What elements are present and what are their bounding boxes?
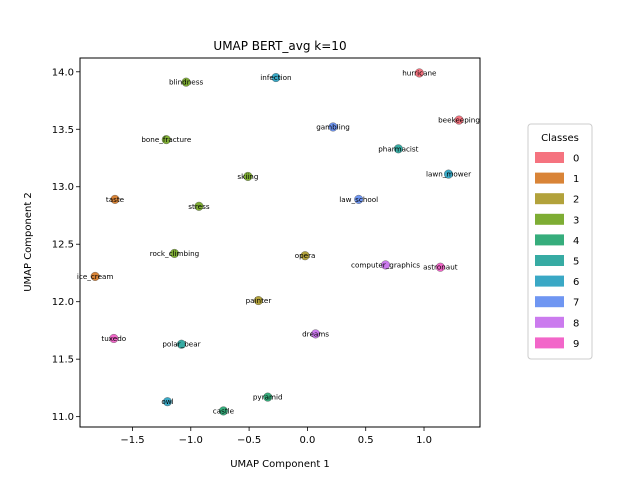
legend-entry-label: 8	[573, 318, 579, 329]
legend-swatch	[535, 152, 564, 163]
data-point-label: painter	[246, 296, 272, 305]
chart-title: UMAP BERT_avg k=10	[213, 39, 346, 53]
data-point	[444, 169, 454, 179]
data-point-label: dreams	[302, 329, 329, 338]
x-axis-title: UMAP Component 1	[230, 459, 330, 470]
data-point-label: blindness	[169, 78, 203, 87]
data-point-label: pharmacist	[378, 144, 418, 153]
data-point	[263, 392, 273, 402]
x-tick-label: 1.0	[416, 435, 432, 446]
data-point	[311, 329, 321, 339]
legend-entry-label: 6	[573, 277, 579, 288]
legend-entry-label: 0	[573, 154, 579, 165]
data-point	[300, 251, 310, 261]
data-point	[169, 248, 179, 258]
data-point	[328, 122, 338, 132]
legend-swatch	[535, 316, 564, 328]
data-point-label: castle	[213, 406, 235, 415]
plot-axes: −1.5 −1.0 −0.5 0.0 0.5 1.0 11.0 11.5 12.0 12.5 13.…	[52, 67, 432, 446]
legend: Classes 0 1 2 3 4 5 6 7 8 9	[527, 123, 593, 360]
legend-entry-label: 7	[573, 298, 579, 309]
data-point-label: taste	[106, 195, 125, 204]
y-tick-label: 13.0	[52, 182, 74, 193]
data-point	[194, 201, 204, 211]
data-point	[162, 397, 172, 407]
data-point	[414, 68, 424, 78]
legend-entry-label: 1	[573, 174, 579, 185]
data-points	[90, 68, 464, 416]
data-point	[110, 194, 120, 204]
data-point-label: skiing	[237, 172, 258, 181]
data-point-labels: hurricane beekeeping taste ice_cream opera pa…	[77, 68, 480, 415]
data-point	[253, 296, 263, 306]
data-point-label: computer_graphics	[351, 260, 420, 269]
data-point-label: tuxedo	[101, 334, 126, 343]
data-point	[393, 144, 403, 154]
y-tick-label: 12.5	[52, 240, 74, 251]
y-axis-title: UMAP Component 2	[23, 192, 34, 292]
legend-swatch	[535, 275, 564, 287]
data-point-label: ice_cream	[77, 272, 114, 281]
legend-entry-label: 4	[573, 236, 579, 247]
data-point-label: owl	[161, 397, 173, 406]
data-point	[454, 115, 464, 125]
legend-swatch	[535, 337, 564, 349]
data-point-label: law_school	[339, 195, 378, 204]
data-point	[181, 77, 191, 87]
data-point-label: opera	[295, 251, 316, 260]
legend-swatch	[535, 296, 564, 308]
data-point-label: beekeeping	[438, 116, 480, 125]
data-point	[354, 194, 364, 204]
data-point-label: rock_climbing	[150, 249, 200, 258]
legend-entry-label: 9	[573, 339, 579, 350]
y-tick-label: 13.5	[52, 125, 74, 136]
x-tick-label: −1.0	[179, 435, 203, 446]
x-tick-label: 0.0	[299, 435, 315, 446]
x-tick-label: −1.5	[120, 435, 144, 446]
data-point-label: pyramid	[253, 393, 283, 402]
data-point-label: lawn_mower	[426, 170, 471, 179]
legend-swatch	[535, 213, 564, 225]
data-point-label: stress	[188, 202, 210, 211]
legend-swatch	[535, 255, 564, 266]
data-point-label: hurricane	[402, 68, 437, 77]
x-tick-label: 0.5	[358, 435, 374, 446]
data-point-label: gambling	[316, 122, 350, 131]
data-point	[109, 333, 119, 343]
legend-swatch	[535, 172, 564, 184]
data-point-label: bone_fracture	[141, 135, 192, 144]
data-point-label: polar_bear	[162, 340, 200, 349]
legend-swatch	[535, 193, 564, 205]
data-point	[271, 73, 281, 83]
legend-swatch	[535, 234, 564, 246]
legend-title: Classes	[541, 133, 579, 144]
y-tick-label: 11.0	[52, 412, 74, 423]
y-tick-label: 14.0	[52, 67, 74, 78]
data-point	[243, 171, 253, 181]
legend-entry-label: 2	[573, 195, 579, 206]
legend-entries: 0 1 2 3 4 5 6 7 8 9	[535, 152, 579, 350]
plot-area-frame	[79, 57, 481, 428]
legend-entry-label: 3	[573, 215, 579, 226]
data-point	[381, 260, 391, 270]
data-point	[176, 339, 186, 349]
data-point	[161, 135, 171, 145]
data-point-label: infection	[260, 73, 291, 82]
data-point	[435, 262, 445, 272]
y-tick-label: 12.0	[52, 297, 74, 308]
x-tick-label: −0.5	[237, 435, 261, 446]
data-point-label: astronaut	[423, 263, 458, 272]
data-point	[218, 406, 228, 416]
legend-entry-label: 5	[573, 257, 579, 268]
y-tick-label: 11.5	[52, 355, 74, 366]
data-point	[90, 271, 100, 281]
